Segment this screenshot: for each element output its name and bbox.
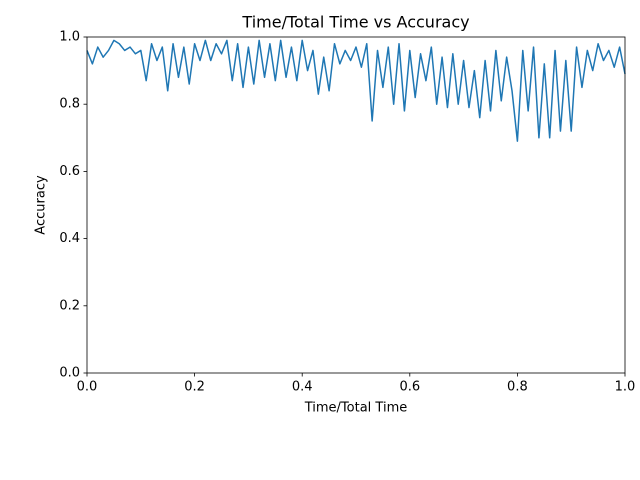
plot-frame — [86, 36, 626, 374]
y-tick-label: 0.8 — [59, 97, 80, 112]
y-tick-label: 0.0 — [59, 366, 80, 381]
x-tick-label: 0.6 — [399, 380, 420, 395]
x-tick-label: 0.0 — [77, 380, 98, 395]
data-line — [86, 39, 626, 142]
y-tick-label: 0.4 — [59, 231, 80, 246]
y-tick-label: 1.0 — [59, 30, 80, 45]
y-tick-label: 0.2 — [59, 298, 80, 313]
x-tick-label: 0.8 — [507, 380, 528, 395]
x-axis-label: Time/Total Time — [304, 401, 408, 416]
x-tick-label: 0.2 — [184, 380, 205, 395]
x-tick-label: 1.0 — [615, 380, 636, 395]
y-tick-label: 0.6 — [59, 164, 80, 179]
x-tick-label: 0.4 — [292, 380, 313, 395]
y-axis-label: Accuracy — [34, 175, 49, 235]
chart-title: Time/Total Time vs Accuracy — [241, 13, 469, 32]
